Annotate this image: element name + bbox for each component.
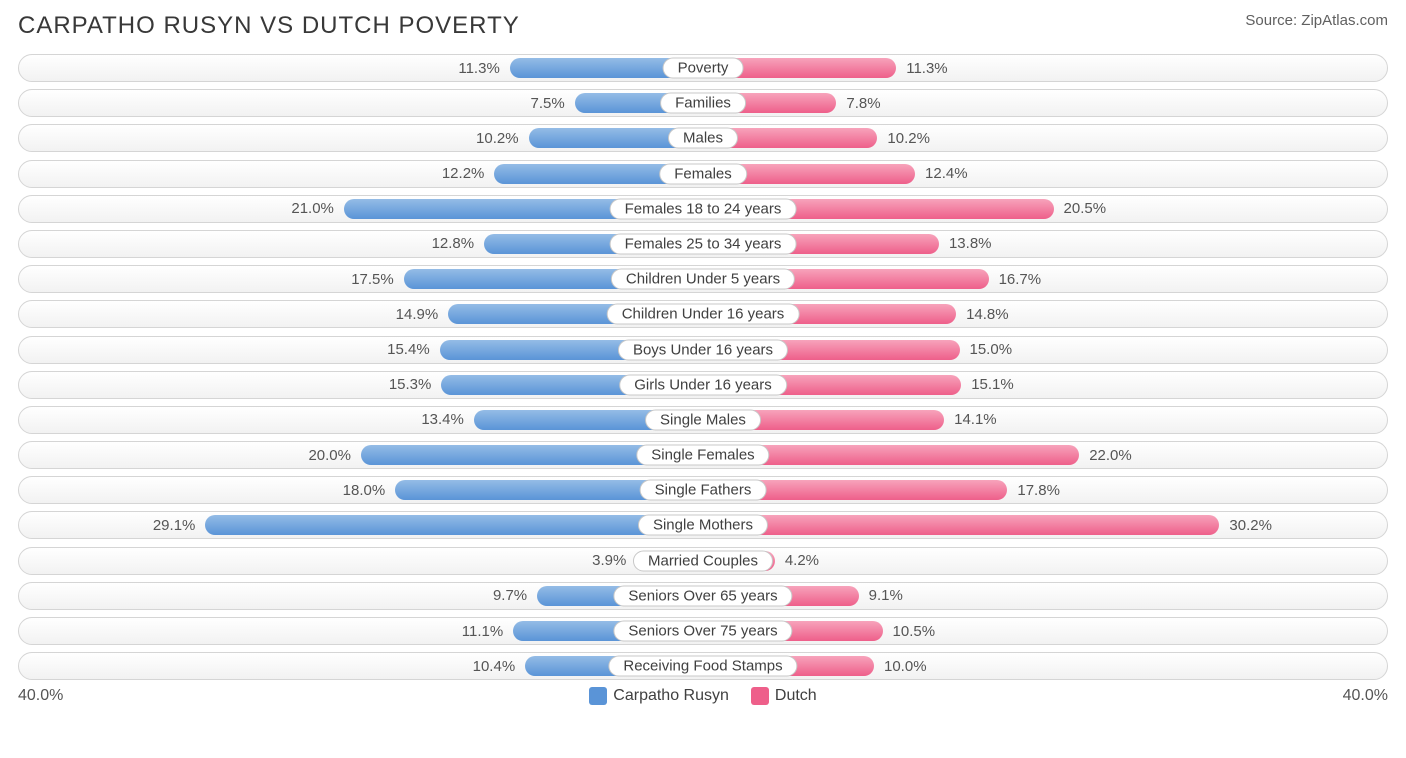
legend-swatch-right (751, 687, 769, 705)
legend-label-left: Carpatho Rusyn (613, 687, 729, 705)
value-label-right: 10.5% (887, 618, 936, 644)
category-label: Single Females (636, 445, 769, 466)
value-label-right: 12.4% (919, 161, 968, 187)
bar-right (703, 515, 1219, 535)
value-label-right: 30.2% (1223, 512, 1272, 538)
source-attribution: Source: ZipAtlas.com (1245, 12, 1388, 29)
chart-row: 11.1% 10.5% Seniors Over 75 years (18, 617, 1388, 645)
value-label-right: 9.1% (863, 583, 903, 609)
value-label-right: 15.1% (965, 372, 1014, 398)
chart-row: 11.3% 11.3% Poverty (18, 54, 1388, 82)
category-label: Children Under 5 years (611, 269, 795, 290)
value-label-left: 11.1% (462, 618, 509, 644)
category-label: Girls Under 16 years (619, 374, 787, 395)
value-label-right: 17.8% (1011, 477, 1060, 503)
chart-row: 15.4% 15.0% Boys Under 16 years (18, 336, 1388, 364)
chart-row: 13.4% 14.1% Single Males (18, 406, 1388, 434)
value-label-left: 7.5% (531, 90, 571, 116)
legend-item-right: Dutch (751, 687, 817, 705)
value-label-left: 14.9% (396, 301, 445, 327)
category-label: Males (668, 128, 738, 149)
category-label: Females 18 to 24 years (610, 198, 797, 219)
value-label-left: 10.2% (476, 125, 525, 151)
value-label-right: 7.8% (840, 90, 880, 116)
value-label-left: 12.8% (432, 231, 481, 257)
category-label: Seniors Over 75 years (613, 621, 792, 642)
chart-row: 9.7% 9.1% Seniors Over 65 years (18, 582, 1388, 610)
category-label: Single Mothers (638, 515, 768, 536)
category-label: Single Males (645, 409, 761, 430)
value-label-right: 11.3% (900, 55, 947, 81)
value-label-left: 21.0% (291, 196, 340, 222)
chart-row: 12.8% 13.8% Females 25 to 34 years (18, 230, 1388, 258)
value-label-right: 4.2% (779, 548, 819, 574)
category-label: Receiving Food Stamps (608, 656, 797, 677)
legend: Carpatho Rusyn Dutch (589, 687, 816, 705)
value-label-right: 10.2% (881, 125, 930, 151)
category-label: Children Under 16 years (607, 304, 800, 325)
diverging-bar-chart: 11.3%11.3%Poverty7.5%7.8%Families10.2%10… (18, 54, 1388, 680)
value-label-left: 11.3% (458, 55, 505, 81)
chart-row: 17.5% 16.7% Children Under 5 years (18, 265, 1388, 293)
value-label-left: 10.4% (473, 653, 522, 679)
value-label-right: 16.7% (993, 266, 1042, 292)
chart-row: 21.0% 20.5% Females 18 to 24 years (18, 195, 1388, 223)
value-label-left: 17.5% (351, 266, 400, 292)
legend-swatch-left (589, 687, 607, 705)
value-label-left: 12.2% (442, 161, 491, 187)
chart-row: 29.1% 30.2% Single Mothers (18, 511, 1388, 539)
category-label: Boys Under 16 years (618, 339, 788, 360)
value-label-left: 13.4% (421, 407, 470, 433)
legend-item-left: Carpatho Rusyn (589, 687, 729, 705)
value-label-left: 3.9% (592, 548, 632, 574)
category-label: Seniors Over 65 years (613, 585, 792, 606)
source-link[interactable]: ZipAtlas.com (1301, 12, 1388, 29)
chart-row: 3.9% 4.2% Married Couples (18, 547, 1388, 575)
value-label-left: 9.7% (493, 583, 533, 609)
value-label-right: 14.1% (948, 407, 997, 433)
bar-left (205, 515, 703, 535)
value-label-left: 15.3% (389, 372, 438, 398)
chart-row: 7.5% 7.8% Families (18, 89, 1388, 117)
chart-row: 10.2% 10.2% Males (18, 124, 1388, 152)
chart-footer: 40.0% Carpatho Rusyn Dutch 40.0% (18, 687, 1388, 705)
chart-row: 15.3% 15.1% Girls Under 16 years (18, 371, 1388, 399)
value-label-left: 29.1% (153, 512, 202, 538)
category-label: Females (659, 163, 747, 184)
chart-row: 14.9% 14.8% Children Under 16 years (18, 300, 1388, 328)
chart-title: CARPATHO RUSYN VS DUTCH POVERTY (18, 12, 520, 40)
value-label-left: 18.0% (343, 477, 392, 503)
value-label-left: 15.4% (387, 337, 436, 363)
source-prefix: Source: (1245, 12, 1301, 29)
chart-row: 10.4% 10.0% Receiving Food Stamps (18, 652, 1388, 680)
value-label-right: 20.5% (1058, 196, 1107, 222)
chart-row: 12.2% 12.4% Females (18, 160, 1388, 188)
category-label: Females 25 to 34 years (610, 233, 797, 254)
value-label-right: 13.8% (943, 231, 992, 257)
chart-header: CARPATHO RUSYN VS DUTCH POVERTY Source: … (18, 12, 1388, 40)
category-label: Single Fathers (640, 480, 767, 501)
value-label-left: 20.0% (308, 442, 357, 468)
value-label-right: 10.0% (878, 653, 927, 679)
category-label: Poverty (663, 58, 744, 79)
value-label-right: 15.0% (964, 337, 1013, 363)
legend-label-right: Dutch (775, 687, 817, 705)
chart-row: 18.0% 17.8% Single Fathers (18, 476, 1388, 504)
category-label: Families (660, 93, 746, 114)
chart-row: 20.0% 22.0% Single Females (18, 441, 1388, 469)
category-label: Married Couples (633, 550, 773, 571)
axis-max-left: 40.0% (18, 687, 63, 705)
value-label-right: 22.0% (1083, 442, 1132, 468)
value-label-right: 14.8% (960, 301, 1009, 327)
axis-max-right: 40.0% (1343, 687, 1388, 705)
